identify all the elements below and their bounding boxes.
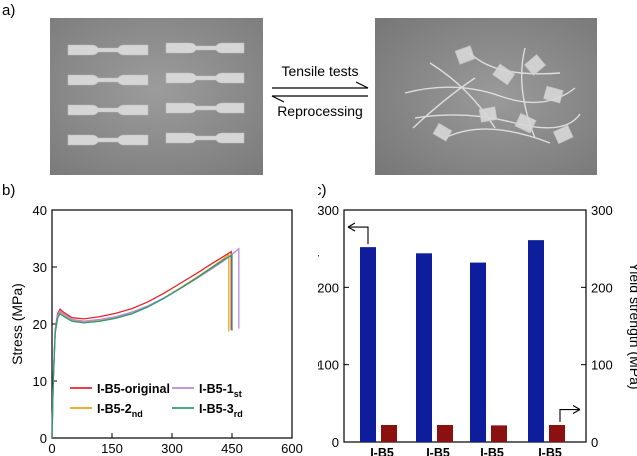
y2-tick-label: 0 <box>591 435 598 450</box>
y-tick-label: 300 <box>318 203 339 218</box>
y-tick-label: 0 <box>40 431 47 446</box>
series-line-I-B5-3rd <box>51 253 233 439</box>
y2-axis-label: Yield strength (MPa) <box>627 262 637 389</box>
bar-yield-strength <box>437 424 453 442</box>
y-tick-label: 40 <box>33 203 47 218</box>
photo-specimens-intact <box>50 18 263 175</box>
legend-label: I-B5-1st <box>199 382 242 399</box>
axis-indicator-arrows <box>347 222 581 422</box>
panel-a-label: a) <box>2 2 16 19</box>
legend-label: I-B5-original <box>97 382 170 396</box>
bar-yield-strength <box>491 425 507 442</box>
category-label: I-B5 <box>538 446 562 456</box>
stress-strain-chart: b)0150300450600010203040Strain (%)Stress… <box>2 182 303 456</box>
legend-label: I-B5-3rd <box>199 402 243 419</box>
equilibrium-arrows <box>271 81 369 103</box>
arrow-label-reprocessing: Reprocessing <box>277 103 363 119</box>
category-label: I-B5 <box>480 446 504 456</box>
plot-frame <box>343 209 587 443</box>
y2-tick-label: 100 <box>591 358 613 373</box>
y-tick-label: 100 <box>318 358 339 373</box>
category-label: I-B5 <box>426 446 450 456</box>
series-line-I-B5-original <box>51 250 232 439</box>
x-tick-label: 150 <box>101 441 123 456</box>
bar-youngs-modulus <box>470 262 486 442</box>
legend-label: I-B5-2nd <box>97 402 143 419</box>
panel-b-label: b) <box>2 182 15 199</box>
category-label: I-B5 <box>370 446 394 456</box>
bar-youngs-modulus <box>360 247 376 442</box>
arrow-label-tensile: Tensile tests <box>281 63 359 79</box>
y-axis-label: Young's modulus (MPa) <box>318 252 319 400</box>
photo-specimens-broken <box>375 18 597 175</box>
y-tick-label: 200 <box>318 280 339 295</box>
bar-youngs-modulus <box>416 253 432 442</box>
x-tick-label: 600 <box>281 441 303 456</box>
y-tick-label: 20 <box>33 317 47 332</box>
bar-yield-strength <box>549 424 565 442</box>
bar-yield-strength <box>381 424 397 442</box>
bar-youngs-modulus <box>528 240 544 442</box>
modulus-yield-chart: c) 0 0 100 100 200 200 300 300 Young's modulus (M… <box>318 182 637 456</box>
y2-tick-label: 200 <box>591 280 613 295</box>
y-tick-label: 10 <box>33 374 47 389</box>
x-tick-label: 300 <box>161 441 183 456</box>
y-axis-label: Stress (MPa) <box>9 283 25 365</box>
y-tick-label: 0 <box>332 435 339 450</box>
y-tick-label: 30 <box>33 260 47 275</box>
y2-tick-label: 300 <box>591 203 613 218</box>
plot-frame <box>51 209 293 439</box>
x-tick-label: 450 <box>221 441 243 456</box>
series-line-I-B5-1st <box>51 247 240 439</box>
panel-c-label: c) <box>318 182 327 199</box>
x-tick-label: 0 <box>48 441 55 456</box>
